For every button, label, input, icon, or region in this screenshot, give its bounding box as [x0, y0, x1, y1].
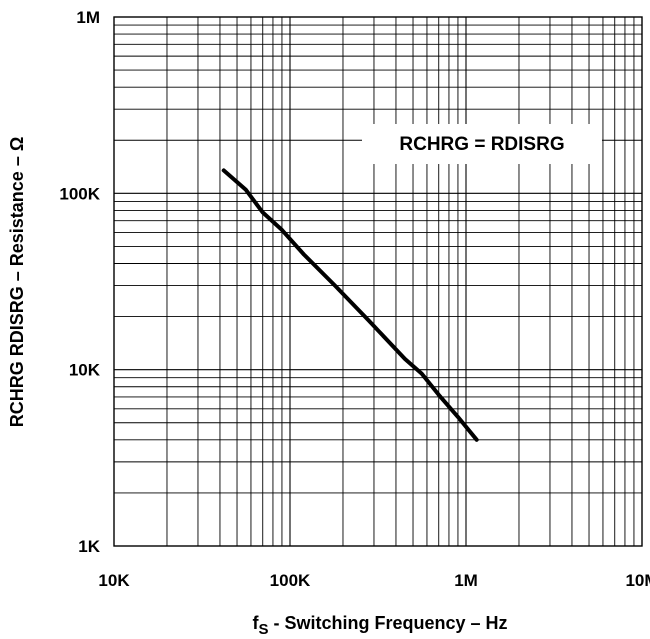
x-tick-label: 10M [625, 571, 650, 590]
x-axis-title: fS - Switching Frequency – Hz [252, 613, 507, 638]
y-tick-label: 100K [59, 184, 100, 203]
x-tick-label: 100K [270, 571, 311, 590]
series-line [221, 168, 479, 442]
y-tick-label: 1K [78, 537, 100, 556]
plot-frame [113, 16, 643, 547]
y-tick-label: 1M [76, 8, 100, 27]
x-tick-label: 10K [98, 571, 130, 590]
grid [114, 17, 642, 546]
x-axis-title-prefix: f [252, 613, 259, 633]
annotation-label: RCHRG = RDISRG [399, 134, 564, 155]
y-axis-title: RCHRG RDISRG – Resistance – Ω [7, 137, 27, 428]
annotation-box: RCHRG = RDISRG [362, 124, 602, 164]
tick-labels: 10K 100K 1M 10M 1K 10K 100K 1M [59, 8, 650, 590]
x-tick-label: 1M [454, 571, 478, 590]
x-axis-title-subscript: S [258, 621, 268, 638]
y-tick-label: 10K [69, 361, 101, 380]
annotation-background [362, 124, 602, 164]
x-axis-title-rest: - Switching Frequency – Hz [268, 613, 507, 633]
series-group [221, 168, 479, 442]
